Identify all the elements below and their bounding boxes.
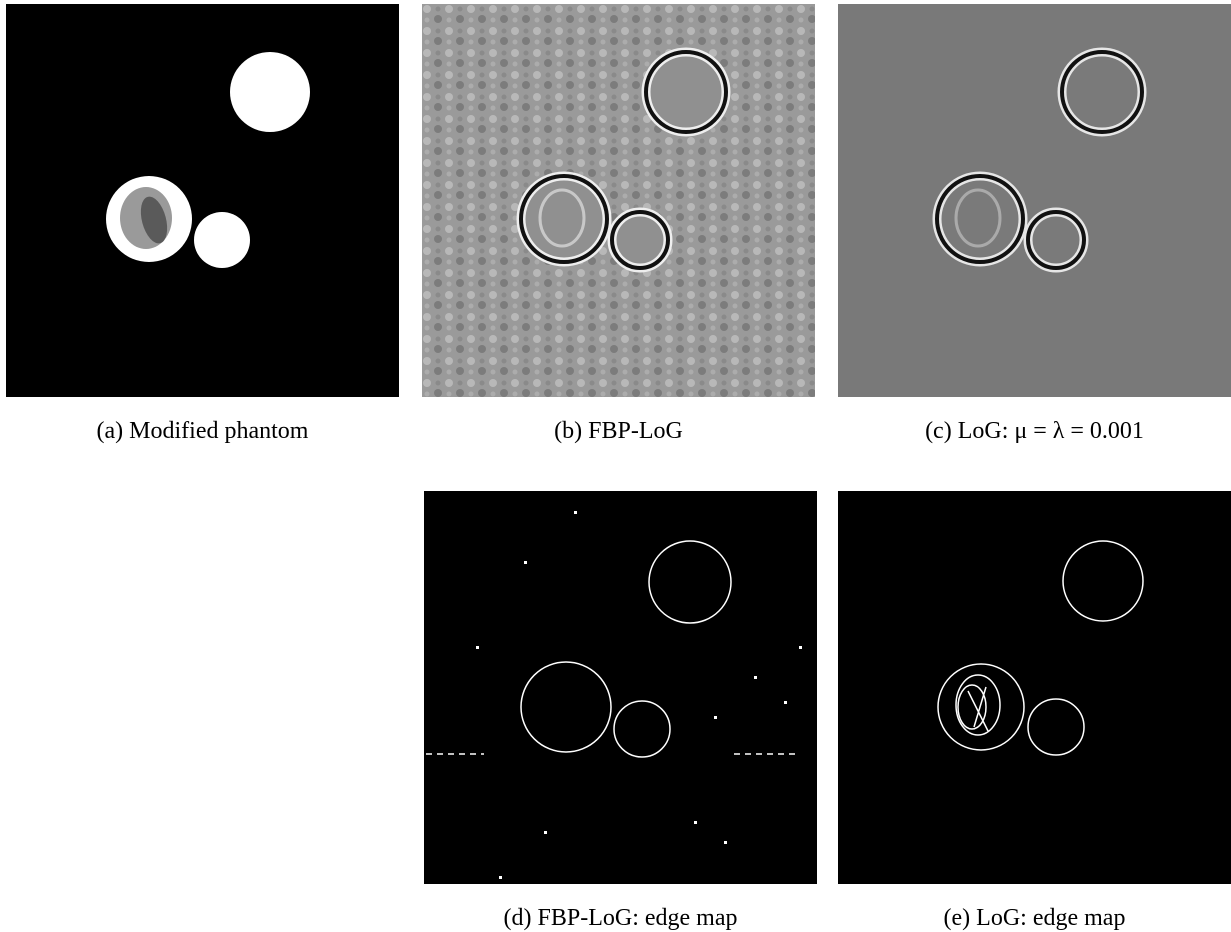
caption: (b) FBP-LoG (422, 418, 815, 445)
panel-image (838, 491, 1231, 884)
caption: (a) Modified phantom (6, 418, 399, 445)
figure (0, 0, 1231, 931)
caption: (e) LoG: edge map (838, 905, 1231, 932)
panel-image (424, 491, 817, 884)
caption: (c) LoG: μ = λ = 0.001 (838, 418, 1231, 445)
caption: (d) FBP-LoG: edge map (424, 905, 817, 932)
panel-image (422, 4, 815, 397)
panel-image (6, 4, 399, 397)
panel-image (838, 4, 1231, 397)
page: (a) Modified phantom (b) FBP-LoG (c) LoG… (0, 0, 1231, 931)
